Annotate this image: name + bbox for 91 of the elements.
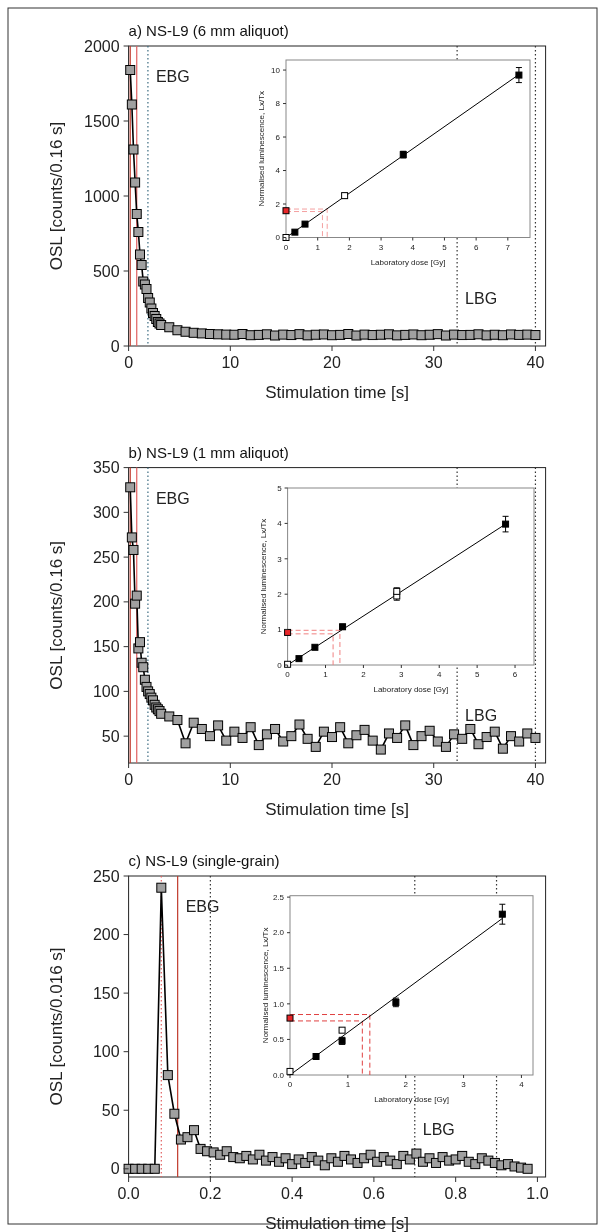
- y-tick-label: 0: [110, 337, 120, 355]
- x-axis-title: Laboratory dose [Gy]: [373, 685, 449, 694]
- ref-line-label: LBG: [465, 707, 498, 724]
- ref-line-label: LBG: [465, 290, 498, 307]
- y-tick-label: 8: [275, 99, 281, 109]
- y-tick-label: 200: [92, 926, 120, 944]
- chart-title: a) NS-L9 (6 mm aliquot): [128, 22, 289, 39]
- y-tick-label: 1: [277, 625, 283, 635]
- y-tick-label: 6: [275, 132, 281, 142]
- x-tick-label: 0.6: [362, 1185, 386, 1202]
- x-tick-label: 4: [519, 1080, 525, 1089]
- y-tick-label: 2.5: [272, 892, 285, 902]
- x-tick-label: 0.2: [199, 1185, 222, 1202]
- y-axis-title: OSL [counts/0.016 s]: [47, 947, 66, 1106]
- y-axis-title: Normalised luminescence, Lx/Tx: [261, 927, 270, 1044]
- ref-line-label: EBG: [155, 68, 190, 85]
- x-tick-label: 1.0: [526, 1185, 549, 1202]
- ref-line-label: EBG: [185, 898, 220, 915]
- y-tick-label: 0.5: [272, 1035, 285, 1045]
- chart-title: c) NS-L9 (single-grain): [128, 852, 280, 869]
- x-tick-label: 5: [442, 242, 448, 252]
- x-tick-label: 0: [285, 670, 291, 679]
- y-tick-label: 3: [277, 554, 283, 564]
- y-tick-label: 150: [92, 638, 120, 656]
- y-tick-label: 0: [275, 233, 281, 243]
- y-tick-label: 250: [92, 548, 120, 566]
- x-tick-label: 2: [403, 1080, 409, 1089]
- y-axis-title: OSL [counts/0.16 s]: [47, 121, 66, 271]
- y-tick-label: 500: [92, 262, 120, 280]
- x-tick-label: 0.8: [444, 1185, 467, 1202]
- x-axis-title: Stimulation time [s]: [265, 383, 409, 402]
- x-tick-label: 5: [474, 670, 480, 679]
- x-axis-title: Laboratory dose [Gy]: [374, 1095, 449, 1104]
- y-tick-label: 0: [110, 1160, 120, 1178]
- y-tick-label: 5: [277, 483, 283, 493]
- x-tick-label: 30: [424, 354, 443, 371]
- y-tick-label: 0.0: [272, 1070, 285, 1080]
- x-tick-label: 4: [437, 670, 442, 679]
- x-tick-label: 6: [473, 242, 479, 252]
- x-axis-title: Laboratory dose [Gy]: [370, 257, 446, 267]
- x-tick-label: 7: [505, 242, 511, 252]
- y-tick-label: 1000: [84, 187, 120, 205]
- x-tick-label: 10: [221, 771, 240, 788]
- ref-line-label: LBG: [422, 1121, 455, 1138]
- y-tick-label: 100: [92, 1043, 120, 1061]
- x-tick-label: 2: [361, 670, 367, 679]
- y-tick-label: 300: [92, 503, 120, 521]
- x-tick-label: 6: [512, 670, 518, 679]
- x-tick-label: 3: [399, 670, 405, 679]
- y-axis-title: OSL [counts/0.16 s]: [47, 540, 66, 690]
- y-tick-label: 4: [277, 519, 283, 529]
- y-tick-label: 4: [275, 166, 281, 176]
- y-tick-label: 2: [277, 590, 283, 599]
- y-tick-label: 250: [92, 867, 120, 885]
- x-tick-label: 20: [323, 771, 342, 788]
- x-tick-label: 3: [378, 242, 384, 252]
- x-axis-title: Stimulation time [s]: [265, 1214, 409, 1232]
- x-tick-label: 0: [124, 771, 134, 788]
- y-tick-label: 50: [101, 1101, 120, 1119]
- y-tick-label: 1500: [84, 112, 120, 130]
- x-tick-label: 0: [124, 354, 134, 371]
- x-tick-label: 0.4: [281, 1185, 304, 1202]
- y-tick-label: 200: [92, 593, 120, 611]
- y-tick-label: 50: [101, 727, 120, 745]
- x-tick-label: 1: [345, 1080, 351, 1089]
- y-tick-label: 1.0: [272, 999, 285, 1009]
- x-tick-label: 0: [287, 1080, 293, 1089]
- y-tick-label: 100: [92, 682, 120, 700]
- x-tick-label: 2: [347, 242, 353, 252]
- x-tick-label: 3: [461, 1080, 467, 1089]
- chart-title: b) NS-L9 (1 mm aliquot): [128, 443, 289, 461]
- x-tick-label: 40: [526, 771, 545, 788]
- x-tick-label: 4: [410, 242, 416, 252]
- y-tick-label: 10: [271, 65, 281, 75]
- y-tick-label: 2.0: [272, 928, 285, 938]
- y-tick-label: 0: [277, 660, 283, 670]
- y-axis-title: Normalised luminescence, Lx/Tx: [258, 518, 268, 635]
- x-tick-label: 20: [323, 354, 342, 371]
- x-tick-label: 10: [221, 354, 240, 371]
- y-tick-label: 2000: [84, 37, 120, 55]
- ref-line-label: EBG: [155, 489, 190, 507]
- y-tick-label: 350: [92, 459, 120, 477]
- y-axis-title: Normalised luminescence, Lx/Tx: [257, 90, 266, 207]
- x-tick-label: 1: [315, 242, 321, 252]
- y-tick-label: 150: [92, 984, 120, 1002]
- x-axis-title: Stimulation time [s]: [265, 800, 409, 819]
- y-tick-label: 1.5: [272, 964, 285, 974]
- x-tick-label: 1: [323, 670, 329, 679]
- x-tick-label: 30: [424, 771, 443, 788]
- y-tick-label: 2: [275, 199, 281, 209]
- x-tick-label: 40: [526, 354, 545, 371]
